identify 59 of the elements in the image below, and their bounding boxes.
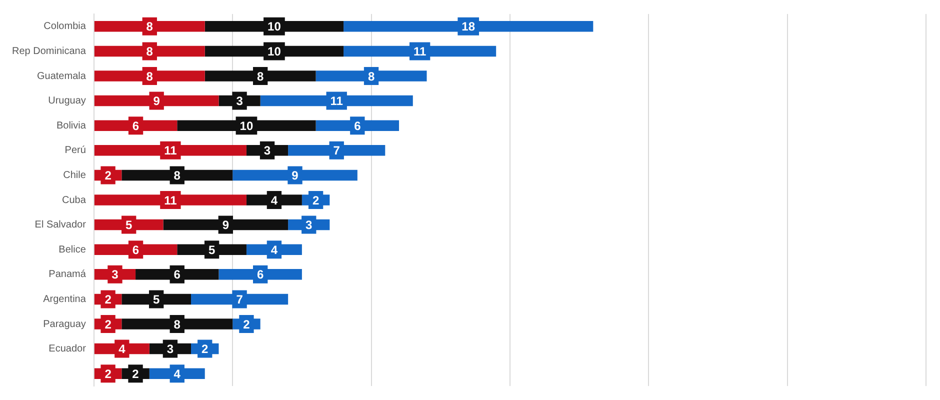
y-tick-label: Chile	[63, 170, 86, 181]
data-label: 9	[292, 168, 299, 183]
data-label: 3	[264, 144, 271, 158]
data-label: 10	[268, 20, 282, 34]
data-label: 2	[104, 317, 112, 332]
y-tick-label: Rep Dominicana	[12, 46, 86, 57]
y-tick-label: Paraguay	[43, 318, 86, 330]
data-label: 10	[268, 44, 282, 59]
y-tick-label: Cuba	[62, 194, 86, 206]
data-label: 6	[256, 268, 264, 282]
y-tick-label: Belice	[58, 244, 86, 256]
data-label: 11	[164, 193, 178, 208]
data-label: 8	[368, 69, 375, 84]
data-label: 9	[222, 218, 230, 232]
data-label: 7	[236, 292, 244, 307]
y-tick-label: El Salvador	[34, 220, 87, 231]
y-tick-label: Argentina	[43, 294, 86, 305]
y-tick-label: Perú	[64, 145, 86, 156]
data-label: 4	[174, 366, 181, 381]
data-label: 11	[164, 144, 178, 158]
data-label: 4	[118, 342, 126, 356]
data-label: 8	[256, 69, 264, 84]
data-label: 2	[132, 366, 140, 381]
data-label: 8	[174, 168, 181, 183]
data-label: 6	[354, 118, 362, 133]
y-tick-label: Ecuador	[48, 344, 87, 355]
data-label: 18	[462, 20, 476, 34]
y-tick-label: Panamá	[48, 269, 86, 280]
data-label: 8	[146, 44, 154, 59]
data-label: 11	[413, 44, 426, 59]
data-label: 2	[104, 292, 112, 307]
data-label: 6	[132, 242, 140, 257]
data-label: 2	[312, 193, 320, 208]
y-tick-label: Bolivia	[56, 120, 86, 132]
data-label: 4	[270, 242, 278, 257]
data-label: 3	[306, 218, 313, 232]
data-label: 11	[330, 94, 344, 108]
data-label: 6	[132, 118, 140, 133]
data-label: 2	[104, 168, 112, 183]
data-label: 2	[202, 342, 209, 356]
data-label: 4	[270, 193, 278, 208]
data-label: 2	[243, 317, 250, 332]
data-label: 7	[333, 144, 340, 158]
data-label: 3	[166, 342, 174, 356]
data-label: 2	[104, 366, 112, 381]
y-tick-label: Colombia	[44, 21, 86, 32]
y-tick-label: Uruguay	[48, 96, 86, 107]
data-label: 10	[240, 118, 254, 133]
y-tick-label: Guatemala	[37, 70, 86, 82]
data-label: 8	[146, 69, 154, 84]
data-label: 9	[153, 94, 160, 108]
data-label: 3	[236, 94, 244, 108]
data-label: 3	[112, 268, 119, 282]
data-label: 5	[126, 218, 132, 232]
data-label: 8	[174, 317, 181, 332]
data-label: 6	[174, 268, 181, 282]
data-label: 8	[146, 20, 154, 34]
data-label: 5	[208, 242, 216, 257]
data-label: 5	[152, 292, 160, 307]
